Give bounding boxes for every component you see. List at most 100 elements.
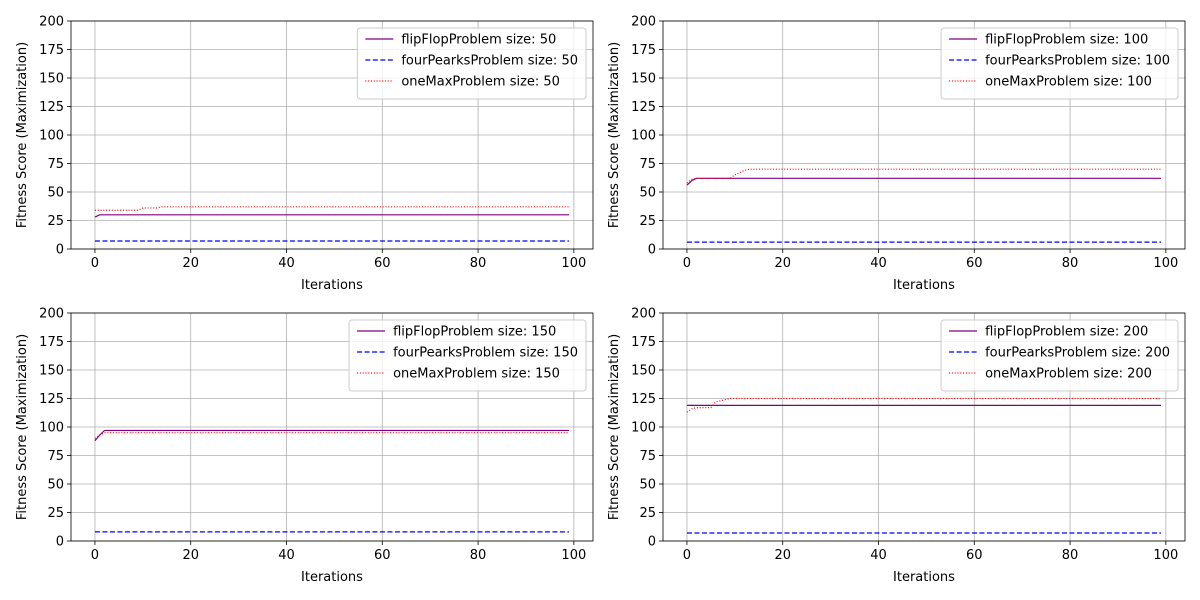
legend-label-1: flipFlopProblem size: 150 (393, 325, 556, 340)
subplot-1: 0 20 40 60 80 100 0 25 50 75 100 125 150 175 200 Iterat… (15, 15, 594, 293)
y-tick-label: 25 (639, 506, 656, 521)
series-line-1 (94, 214, 570, 218)
legend-label-2: fourPearksProblem size: 50 (401, 54, 578, 69)
legend-label-3: oneMaxProblem size: 50 (401, 75, 560, 90)
y-tick-label: 200 (39, 307, 64, 322)
legend-label-1: flipFlopProblem size: 100 (985, 33, 1148, 48)
subplot-2: 0 20 40 60 80 100 0 25 50 75 100 125 150 175 200 Iterat… (607, 15, 1186, 293)
y-tick-label: 100 (39, 421, 64, 436)
series-line-1 (686, 177, 1162, 186)
legend-box (940, 27, 1179, 100)
y-tick-label: 125 (39, 100, 64, 115)
y-tick-label: 50 (47, 478, 64, 493)
x-tick-label: 0 (91, 548, 99, 563)
legend-label-1: flipFlopProblem size: 200 (985, 325, 1148, 340)
y-axis-label: Fitness Score (Maximization) (15, 334, 30, 520)
y-tick-label: 200 (631, 15, 656, 30)
subplot-3: 0 20 40 60 80 100 0 25 50 75 100 125 150 175 200 Iterat… (15, 307, 594, 585)
x-tick-label: 80 (1062, 256, 1079, 271)
series-line-1 (94, 429, 570, 442)
legend-label-3: oneMaxProblem size: 100 (985, 75, 1152, 90)
y-tick-label: 150 (39, 364, 64, 379)
x-tick-label: 60 (374, 548, 391, 563)
y-tick-label: 25 (47, 506, 64, 521)
y-tick-label: 0 (56, 535, 64, 550)
legend-label-2: fourPearksProblem size: 100 (985, 54, 1170, 69)
legend: flipFlopProblem size: 100 fourPearksProbl… (940, 27, 1179, 100)
y-tick-label: 0 (648, 535, 656, 550)
y-axis-label: Fitness Score (Maximization) (607, 42, 622, 228)
x-axis-label: Iterations (893, 278, 955, 293)
legend-label-3: oneMaxProblem size: 200 (985, 367, 1152, 382)
y-tick-label: 100 (631, 129, 656, 144)
y-tick-label: 75 (47, 157, 64, 172)
x-tick-label: 60 (374, 256, 391, 271)
y-tick-label: 25 (639, 214, 656, 229)
legend-box (348, 319, 587, 392)
x-tick-label: 100 (1153, 256, 1178, 271)
legend-label-2: fourPearksProblem size: 150 (393, 346, 578, 361)
x-tick-label: 100 (561, 548, 586, 563)
y-tick-label: 125 (39, 392, 64, 407)
y-tick-label: 100 (631, 421, 656, 436)
y-axis-label: Fitness Score (Maximization) (15, 42, 30, 228)
y-tick-label: 50 (639, 186, 656, 201)
y-tick-label: 175 (631, 43, 656, 58)
subplot-4: 0 20 40 60 80 100 0 25 50 75 100 125 150 175 200 Iterat… (607, 307, 1186, 585)
y-tick-label: 50 (47, 186, 64, 201)
y-tick-label: 150 (631, 72, 656, 87)
x-tick-label: 40 (870, 256, 887, 271)
x-tick-label: 0 (683, 548, 691, 563)
y-tick-label: 50 (639, 478, 656, 493)
y-tick-label: 75 (639, 449, 656, 464)
y-axis-label: Fitness Score (Maximization) (607, 334, 622, 520)
legend-label-3: oneMaxProblem size: 150 (393, 367, 560, 382)
x-axis-label: Iterations (893, 570, 955, 585)
x-tick-label: 20 (774, 256, 791, 271)
y-tick-label: 75 (47, 449, 64, 464)
legend-label-1: flipFlopProblem size: 50 (401, 33, 556, 48)
x-tick-label: 100 (1153, 548, 1178, 563)
y-tick-label: 150 (39, 72, 64, 87)
x-tick-label: 0 (683, 256, 691, 271)
y-tick-label: 200 (631, 307, 656, 322)
y-tick-label: 175 (39, 43, 64, 58)
x-axis-label: Iterations (301, 278, 363, 293)
x-tick-label: 40 (278, 256, 295, 271)
y-tick-label: 25 (47, 214, 64, 229)
legend-box (940, 319, 1179, 392)
y-tick-label: 125 (631, 392, 656, 407)
legend-box (356, 27, 587, 100)
y-tick-label: 175 (631, 335, 656, 350)
series-line-3 (94, 206, 570, 211)
x-tick-label: 100 (561, 256, 586, 271)
y-tick-label: 125 (631, 100, 656, 115)
x-tick-label: 40 (278, 548, 295, 563)
x-tick-label: 80 (470, 256, 487, 271)
x-tick-label: 20 (182, 256, 199, 271)
x-tick-label: 60 (966, 548, 983, 563)
legend-label-2: fourPearksProblem size: 200 (985, 346, 1170, 361)
legend: flipFlopProblem size: 50 fourPearksProble… (356, 27, 587, 100)
x-tick-label: 60 (966, 256, 983, 271)
x-tick-label: 80 (470, 548, 487, 563)
legend: flipFlopProblem size: 150 fourPearksProbl… (348, 319, 587, 392)
x-axis-label: Iterations (301, 570, 363, 585)
y-tick-label: 0 (648, 243, 656, 258)
y-tick-label: 175 (39, 335, 64, 350)
x-tick-label: 80 (1062, 548, 1079, 563)
y-tick-label: 200 (39, 15, 64, 30)
x-tick-label: 20 (774, 548, 791, 563)
y-tick-label: 75 (639, 157, 656, 172)
series-line-3 (686, 168, 1162, 184)
y-tick-label: 100 (39, 129, 64, 144)
x-tick-label: 0 (91, 256, 99, 271)
y-tick-label: 0 (56, 243, 64, 258)
x-tick-label: 20 (182, 548, 199, 563)
y-tick-label: 150 (631, 364, 656, 379)
series-line-3 (686, 397, 1162, 413)
series-line-3 (94, 432, 570, 439)
legend: flipFlopProblem size: 200 fourPearksProbl… (940, 319, 1179, 392)
x-tick-label: 40 (870, 548, 887, 563)
